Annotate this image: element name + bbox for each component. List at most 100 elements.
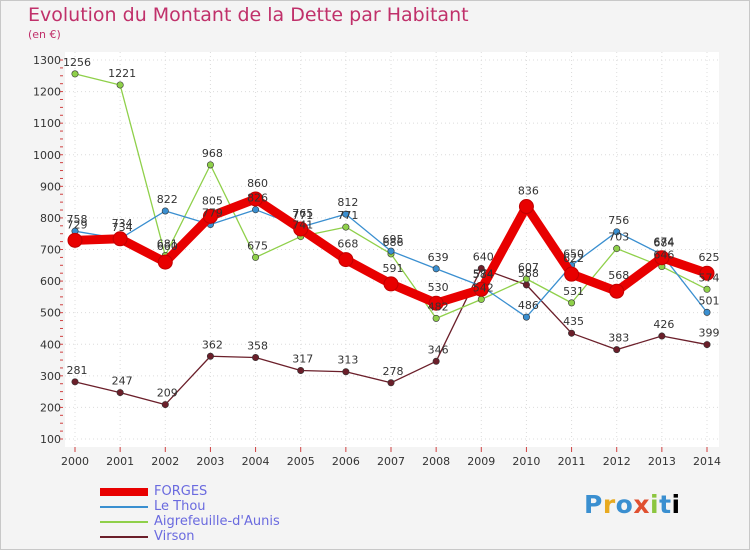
legend-label: FORGES xyxy=(154,484,208,499)
data-point xyxy=(613,346,621,354)
data-point xyxy=(342,368,350,376)
data-point xyxy=(703,341,711,349)
data-label: 574 xyxy=(699,271,720,284)
data-label: 435 xyxy=(563,315,584,328)
y-tick-label: 1000 xyxy=(33,149,61,162)
legend-swatch xyxy=(100,521,148,523)
data-label: 681 xyxy=(157,238,178,251)
data-label: 756 xyxy=(608,214,629,227)
data-point xyxy=(387,247,395,255)
data-label: 362 xyxy=(202,338,223,351)
data-label: 729 xyxy=(67,218,88,231)
data-point xyxy=(112,231,128,247)
data-label: 860 xyxy=(247,177,268,190)
data-point xyxy=(297,366,305,374)
logo-letter: o xyxy=(615,490,634,519)
data-point xyxy=(477,295,485,303)
data-label: 765 xyxy=(292,207,313,220)
data-point xyxy=(522,313,530,321)
y-tick-label: 1100 xyxy=(33,117,61,130)
data-point xyxy=(522,281,530,289)
data-label: 639 xyxy=(428,251,449,264)
data-point xyxy=(613,228,621,236)
x-tick-label: 2013 xyxy=(648,455,676,468)
x-tick-label: 2003 xyxy=(196,455,224,468)
data-point xyxy=(387,379,395,387)
data-point xyxy=(383,276,399,292)
logo-letter: i xyxy=(671,490,681,519)
legend-swatch xyxy=(100,506,148,508)
data-point xyxy=(157,254,173,270)
data-point xyxy=(293,221,309,237)
data-point xyxy=(71,378,79,386)
data-label: 734 xyxy=(112,221,133,234)
data-point xyxy=(116,81,124,89)
data-label: 542 xyxy=(473,281,494,294)
data-label: 501 xyxy=(699,294,720,307)
data-label: 668 xyxy=(337,238,358,251)
data-point xyxy=(703,285,711,293)
data-label: 758 xyxy=(67,213,88,226)
data-point xyxy=(338,252,354,268)
data-label: 703 xyxy=(608,231,629,244)
data-label: 358 xyxy=(247,340,268,353)
data-label: 568 xyxy=(608,269,629,282)
data-point xyxy=(613,245,621,253)
data-label: 247 xyxy=(112,375,133,388)
data-point xyxy=(116,389,124,397)
data-label: 675 xyxy=(247,239,268,252)
y-tick-label: 800 xyxy=(40,212,61,225)
data-point xyxy=(703,308,711,316)
data-label: 695 xyxy=(383,233,404,246)
logo-letter: x xyxy=(633,490,650,519)
data-label: 281 xyxy=(67,364,88,377)
unit-label: (en €) xyxy=(28,28,61,41)
x-tick-label: 2005 xyxy=(287,455,315,468)
y-tick-label: 600 xyxy=(40,275,61,288)
data-point xyxy=(568,329,576,337)
data-point xyxy=(654,250,670,266)
x-tick-label: 2004 xyxy=(242,455,270,468)
x-tick-label: 2006 xyxy=(332,455,360,468)
data-label: 313 xyxy=(337,354,358,367)
data-point xyxy=(206,352,214,360)
y-tick-label: 200 xyxy=(40,401,61,414)
logo-letter: i xyxy=(650,490,660,519)
data-label: 1256 xyxy=(63,56,91,69)
legend-swatch xyxy=(100,536,148,538)
data-label: 646 xyxy=(653,249,674,262)
data-label: 346 xyxy=(428,343,449,356)
x-tick-label: 2010 xyxy=(512,455,540,468)
data-point xyxy=(609,283,625,299)
data-label: 771 xyxy=(292,209,313,222)
data-point xyxy=(564,266,580,282)
x-tick-label: 2011 xyxy=(558,455,586,468)
logo-letter: P xyxy=(584,490,603,519)
data-label: 779 xyxy=(202,207,223,220)
data-point xyxy=(252,253,260,261)
y-tick-label: 300 xyxy=(40,370,61,383)
data-point xyxy=(432,265,440,273)
data-label: 805 xyxy=(202,194,223,207)
data-point xyxy=(67,232,83,248)
data-label: 660 xyxy=(157,240,178,253)
y-tick-label: 1200 xyxy=(33,86,61,99)
data-label: 209 xyxy=(157,387,178,400)
x-tick-label: 2007 xyxy=(377,455,405,468)
data-label: 399 xyxy=(699,327,720,340)
data-label: 584 xyxy=(473,268,494,281)
x-tick-label: 2012 xyxy=(603,455,631,468)
logo-letter: r xyxy=(602,490,616,519)
y-tick-label: 500 xyxy=(40,307,61,320)
data-label: 622 xyxy=(563,252,584,265)
data-label: 486 xyxy=(518,299,539,312)
x-tick-label: 2009 xyxy=(467,455,495,468)
data-point xyxy=(699,265,715,281)
data-label: 317 xyxy=(292,352,313,365)
data-point xyxy=(518,199,534,215)
y-tick-label: 400 xyxy=(40,338,61,351)
x-tick-label: 2014 xyxy=(693,455,721,468)
data-label: 684 xyxy=(653,237,674,250)
data-point xyxy=(248,191,264,207)
data-point xyxy=(428,295,444,311)
